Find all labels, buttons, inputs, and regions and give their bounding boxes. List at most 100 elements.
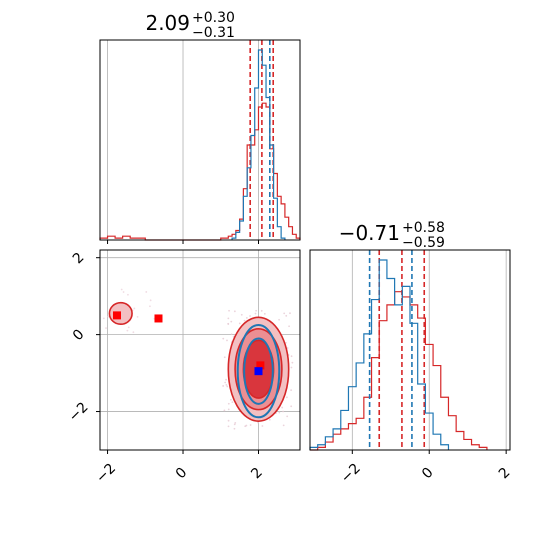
hist_param2-xtick-label-0: −2 [338,460,364,486]
scatter_2d-scatter-point-57 [227,425,230,428]
scatter_2d-scatter-point-59 [282,410,284,413]
scatter_2d-scatter-point-138 [290,355,293,358]
scatter_2d-frame [99,249,301,451]
hist_param2-xtick-label-1: 0 [419,465,437,483]
scatter_2d-scatter-point-21 [227,317,230,320]
hist_param2-title-lower: −0.59 [402,235,445,251]
hist_param2-title-upper: +0.58 [402,220,445,236]
scatter_2d-scatter-point-28 [225,378,227,381]
scatter_2d-scatter-point-111 [227,408,230,411]
scatter_2d-scatter-point-60 [257,421,259,424]
scatter_2d-scatter-point-131 [263,312,266,315]
scatter_2d-scatter-point-117 [286,415,289,418]
scatter_2d-scatter-point-65 [233,427,236,430]
scatter_2d-scatter-point-91 [291,361,294,364]
scatter_2d-panel: −2 0 2 −2 0 2 [66,249,301,486]
scatter_2d-scatter-point-75 [227,419,230,422]
scatter_2d-scatter-point-102 [290,366,293,369]
scatter_2d-scatter-point-115 [226,339,228,342]
scatter_2d-marker-2 [256,361,265,370]
scatter_2d-scatter-point-b-4 [136,315,139,318]
scatter_2d-scatter-point-114 [245,424,248,427]
hist_param2-frame [309,249,511,451]
hist_param2-series-0 [310,291,488,451]
scatter_2d-scatter-point-1 [230,398,232,401]
scatter_2d-scatter-point-87 [278,318,280,321]
scatter_2d-blue-contour-1 [243,337,274,405]
scatter_2d-scatter-point-40 [261,425,264,427]
scatter_2d-scatter-point-77 [223,356,226,359]
scatter_2d-marker-1 [154,314,163,323]
scatter_2d-scatter-point-16 [233,310,236,313]
scatter_2d-scatter-point-74 [227,322,230,325]
scatter_2d-scatter-point-127 [249,315,251,317]
scatter_2d-scatter-point-62 [226,385,229,388]
scatter_2d-scatter-point-96 [225,383,228,386]
scatter_2d-scatter-point-b-7 [145,291,148,293]
scatter_2d-scatter-point-44 [240,313,243,316]
scatter_2d-ytick-label-2: 2 [70,250,88,268]
scatter_2d-scatter-point-50 [230,333,233,336]
scatter_2d-scatter-point-b-16 [127,326,130,329]
scatter_2d-xtick-label-0: −2 [93,460,119,486]
scatter_2d-scatter-point-88 [260,309,263,312]
scatter_2d-blue-contour-0 [236,324,281,419]
scatter_2d-scatter-point-106 [243,319,246,322]
scatter_2d-scatter-point-22 [238,322,241,325]
scatter_2d-scatter-point-129 [227,402,230,405]
scatter_2d-scatter-point-30 [290,389,293,392]
scatter_2d-scatter-point-b-9 [126,329,129,332]
scatter_2d-scatter-point-b-1 [107,315,110,318]
scatter_2d-scatter-point-10 [234,421,237,424]
scatter_2d-scatter-point-45 [222,385,225,387]
scatter_2d-scatter-point-97 [255,309,258,312]
scatter_2d-scatter-point-64 [278,411,281,414]
scatter_2d-scatter-point-b-14 [149,305,151,308]
scatter_2d-scatter-point-121 [282,424,285,427]
scatter_2d-scatter-point-71 [245,317,248,319]
scatter_2d-scatter-point-b-6 [122,291,125,293]
scatter_2d-scatter-point-47 [228,309,230,312]
scatter_2d-scatter-point-56 [233,423,236,426]
scatter_2d-scatter-point-119 [249,424,252,426]
scatter_2d-scatter-point-126 [285,314,288,317]
hist_param2-panel: −0.71 +0.58−0.59 −2 0 2 [309,220,514,486]
scatter_2d-scatter-point-6 [268,418,271,421]
scatter_2d-scatter-point-51 [286,396,288,399]
hist_param2-title-value: −0.71 [339,221,400,245]
scatter_2d-marker-0 [112,311,121,320]
hist_param1-title: 2.09 +0.30−0.31 [145,10,234,41]
scatter_2d-scatter-point-b-15 [132,331,135,334]
scatter_2d-marker-3 [254,367,263,376]
scatter_2d-scatter-point-13 [290,405,293,408]
scatter_2d-scatter-point-83 [286,347,289,349]
hist_param1-series-1 [231,49,286,240]
scatter_2d-scatter-point-37 [283,312,286,315]
scatter_2d-scatter-point-b-5 [105,327,107,329]
hist_param1-title-value: 2.09 [145,11,190,35]
hist_param2-xtick-label-2: 2 [496,465,514,483]
scatter_2d-scatter-point-52 [223,409,226,412]
scatter_2d-ytick-label-0: −2 [66,399,92,425]
hist_param2-series-1 [309,259,450,450]
hist_param1-title-lower: −0.31 [192,25,235,41]
scatter_2d-xtick-label-2: 2 [248,465,266,483]
scatter_2d-ytick-label-1: 0 [70,327,88,345]
hist_param1-title-upper: +0.30 [192,10,235,26]
scatter_2d-scatter-point-b-2 [149,299,152,302]
hist_param2-title: −0.71 +0.58−0.59 [339,220,445,251]
scatter_2d-scatter-point-81 [230,320,233,323]
scatter_2d-scatter-point-11 [289,312,291,315]
scatter_2d-scatter-point-69 [222,337,225,340]
scatter_2d-scatter-point-38 [288,325,290,328]
hist_param1-panel: 2.09 +0.30−0.31 [99,10,301,244]
scatter_2d-scatter-point-b-0 [133,307,136,310]
scatter_2d-xtick-label-1: 0 [173,465,191,483]
scatter_2d-scatter-point-26 [231,401,234,404]
hist_param1-frame [99,39,301,241]
scatter_2d-scatter-point-108 [281,406,284,409]
scatter_2d-scatter-point-84 [254,312,257,315]
scatter_2d-scatter-point-b-8 [127,293,129,296]
